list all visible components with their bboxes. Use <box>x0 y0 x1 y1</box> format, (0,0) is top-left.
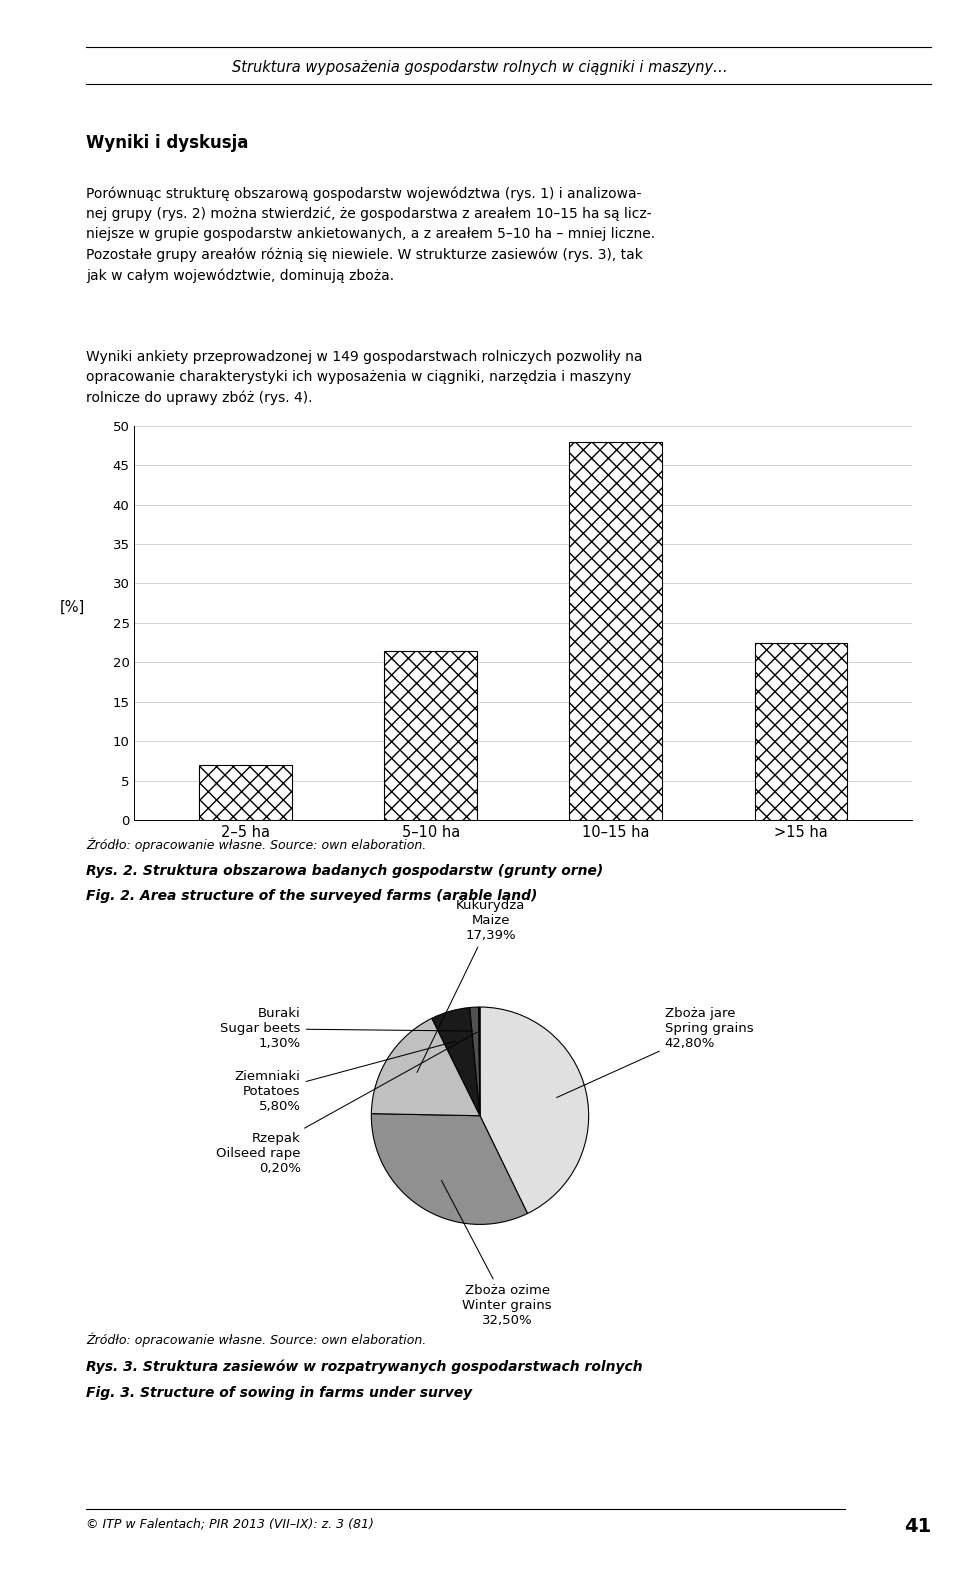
Text: Źródło: opracowanie własne. Source: own elaboration.: Źródło: opracowanie własne. Source: own … <box>86 1333 426 1347</box>
Text: © ITP w Falentach; PIR 2013 (VII–IX): z. 3 (81): © ITP w Falentach; PIR 2013 (VII–IX): z.… <box>86 1517 374 1530</box>
Wedge shape <box>480 1008 588 1213</box>
Text: 41: 41 <box>904 1517 931 1536</box>
Text: Ziemniaki
Potatoes
5,80%: Ziemniaki Potatoes 5,80% <box>235 1041 456 1113</box>
Wedge shape <box>372 1019 480 1117</box>
Text: Porównuąc strukturę obszarową gospodarstw województwa (rys. 1) i analizowa-
nej : Porównuąc strukturę obszarową gospodarst… <box>86 186 656 284</box>
Wedge shape <box>372 1113 527 1224</box>
Text: Kukurydza
Maize
17,39%: Kukurydza Maize 17,39% <box>417 899 525 1072</box>
Text: Rys. 3. Struktura zasiewów w rozpatrywanych gospodarstwach rolnych: Rys. 3. Struktura zasiewów w rozpatrywan… <box>86 1359 643 1374</box>
Text: Buraki
Sugar beets
1,30%: Buraki Sugar beets 1,30% <box>220 1008 472 1050</box>
Text: Rzepak
Oilseed rape
0,20%: Rzepak Oilseed rape 0,20% <box>216 1033 477 1175</box>
Text: Rys. 2. Struktura obszarowa badanych gospodarstw (grunty orne): Rys. 2. Struktura obszarowa badanych gos… <box>86 864 604 878</box>
Text: Zboża jare
Spring grains
42,80%: Zboża jare Spring grains 42,80% <box>557 1008 754 1098</box>
Wedge shape <box>432 1008 480 1117</box>
Bar <box>755 643 848 820</box>
Wedge shape <box>479 1008 480 1117</box>
Text: Wyniki ankiety przeprowadzonej w 149 gospodarstwach rolniczych pozwoliły na
opra: Wyniki ankiety przeprowadzonej w 149 gos… <box>86 350 643 405</box>
Wedge shape <box>469 1008 480 1117</box>
Bar <box>384 650 477 820</box>
Bar <box>569 442 662 820</box>
Text: Fig. 3. Structure of sowing in farms under survey: Fig. 3. Structure of sowing in farms und… <box>86 1386 472 1400</box>
Text: Fig. 2. Area structure of the surveyed farms (arable land): Fig. 2. Area structure of the surveyed f… <box>86 889 538 904</box>
Text: Źródło: opracowanie własne. Source: own elaboration.: Źródło: opracowanie własne. Source: own … <box>86 837 426 852</box>
Text: Zboża ozime
Winter grains
32,50%: Zboża ozime Winter grains 32,50% <box>442 1181 552 1328</box>
Text: Wyniki i dyskusja: Wyniki i dyskusja <box>86 134 249 151</box>
Bar <box>200 765 292 820</box>
Y-axis label: [%]: [%] <box>60 599 84 615</box>
Text: Struktura wyposażenia gospodarstw rolnych w ciągniki i maszyny…: Struktura wyposażenia gospodarstw rolnyc… <box>232 60 728 76</box>
